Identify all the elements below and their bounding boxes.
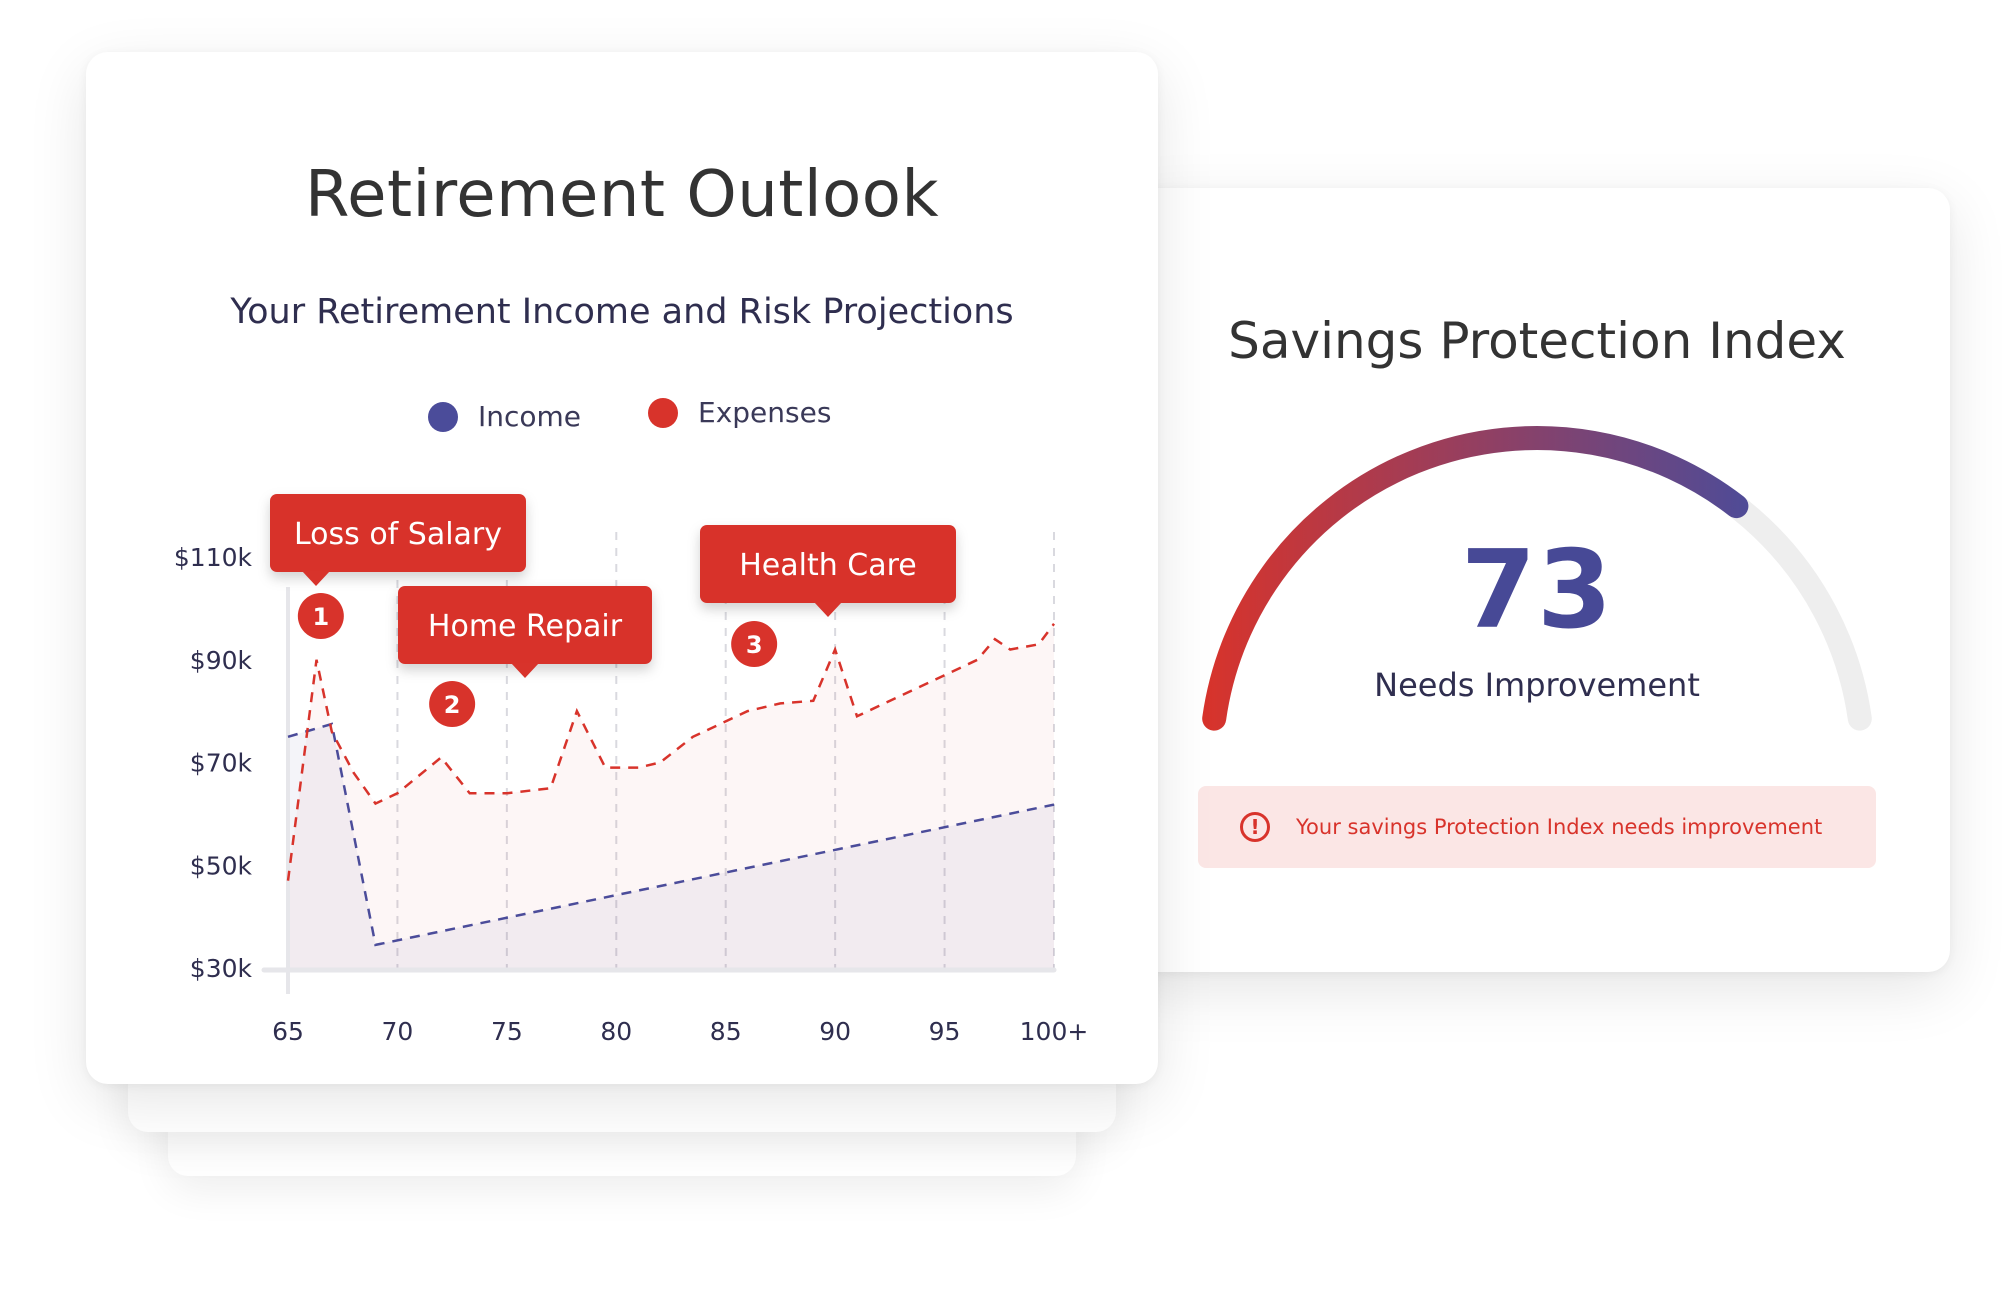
income-area xyxy=(288,724,1054,968)
x-tick-label: 100+ xyxy=(1020,1017,1089,1046)
callout-box xyxy=(398,586,652,664)
legend-dot-expenses xyxy=(648,397,678,428)
score-status: Needs Improvement xyxy=(1374,666,1700,704)
retirement-outlook-title: Retirement Outlook xyxy=(304,158,940,232)
legend-dot-income xyxy=(428,401,458,432)
callout-label: Health Care xyxy=(739,548,917,583)
x-tick-label: 75 xyxy=(491,1017,523,1046)
callout-3: Health Care 3 xyxy=(700,525,956,667)
x-tick-label: 90 xyxy=(819,1017,851,1046)
y-tick-label: $50k xyxy=(190,851,253,880)
x-tick-label: 70 xyxy=(382,1017,414,1046)
y-tick-label: $30k xyxy=(190,954,253,983)
callout-badge xyxy=(731,621,778,667)
score-value: 73 xyxy=(1460,528,1614,653)
callout-badge-number: 3 xyxy=(746,631,763,659)
savings-protection-title: Savings Protection Index xyxy=(1228,312,1846,370)
y-tick-label: $110k xyxy=(174,543,253,572)
callout-badge xyxy=(429,681,476,727)
legend-item-income: Income xyxy=(428,400,581,433)
callout-badge-number: 2 xyxy=(444,691,461,719)
y-tick-label: $90k xyxy=(190,646,253,675)
callout-box xyxy=(700,525,956,603)
callout-pointer xyxy=(511,663,539,678)
expenses-area xyxy=(288,623,1054,968)
chart-subtitle: Your Retirement Income and Risk Projecti… xyxy=(230,292,1014,332)
x-tick-label: 85 xyxy=(710,1017,742,1046)
alert-text: Your savings Protection Index needs impr… xyxy=(1296,815,1823,839)
chart-legend: Income Expenses xyxy=(86,392,1158,442)
exclamation-circle-icon: ! xyxy=(1240,812,1270,842)
callout-1: Loss of Salary 1 xyxy=(270,494,526,639)
gauge-fill xyxy=(1202,426,1749,731)
x-tick-label: 95 xyxy=(929,1017,961,1046)
alert-banner: ! Your savings Protection Index needs im… xyxy=(1198,786,1876,868)
x-tick-label: 65 xyxy=(272,1017,304,1046)
callout-pointer xyxy=(302,571,330,586)
callout-box xyxy=(270,494,526,572)
retirement-outlook-card: Retirement Outlook Your Retirement Incom… xyxy=(86,52,1158,1084)
legend-item-expenses: Expenses xyxy=(648,396,831,429)
legend-label-income: Income xyxy=(478,400,582,433)
income-line xyxy=(287,722,1055,947)
savings-protection-card: Savings Protection Index 73 Needs Improv… xyxy=(1124,188,1950,972)
legend-label-expenses: Expenses xyxy=(698,396,832,429)
callout-badge-number: 1 xyxy=(312,603,329,631)
gauge xyxy=(1202,426,1872,731)
callout-2: Home Repair 2 xyxy=(398,586,652,727)
x-tick-label: 80 xyxy=(600,1017,632,1046)
callout-label: Loss of Salary xyxy=(294,517,502,552)
y-tick-label: $70k xyxy=(190,749,253,778)
retirement-chart: 65 70 75 80 85 90 95 100+$110k$90k$70k$50k$30k … xyxy=(174,494,1089,1046)
callout-label: Home Repair xyxy=(428,609,623,644)
callout-badge xyxy=(297,593,344,639)
callout-pointer xyxy=(814,602,842,617)
